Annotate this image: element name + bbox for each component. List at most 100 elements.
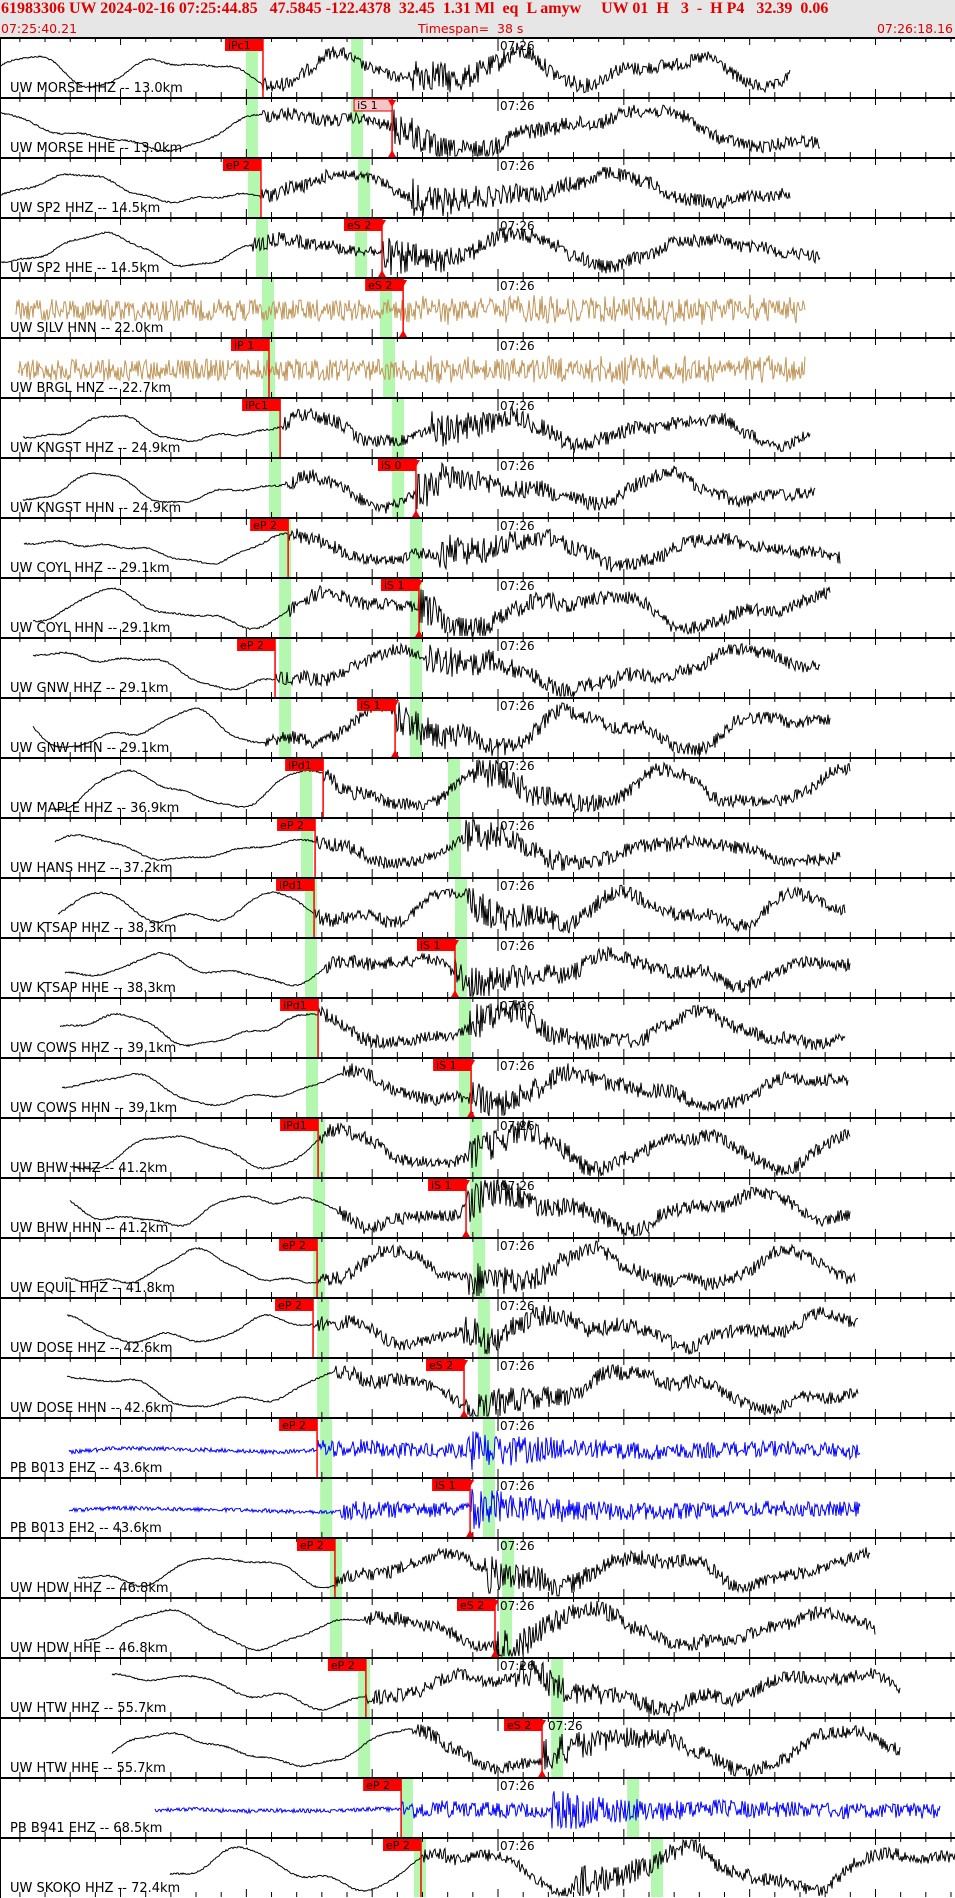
pick-flag — [363, 1779, 402, 1791]
trace-row[interactable]: 07:26 eP 2 UW SKOKO HHZ -- 72.4km — [0, 1837, 955, 1898]
minute-label: 07:26 — [500, 519, 535, 533]
trace-row[interactable]: 07:26 eP 2 UW GNW HHZ -- 29.1km — [0, 637, 955, 697]
pick-triangle-icon — [388, 100, 397, 107]
pick-triangle-icon — [399, 280, 408, 287]
trace-row[interactable]: 07:26 iS 1 UW COYL HHN -- 29.1km — [0, 577, 955, 637]
pick-flag — [365, 279, 404, 291]
s-window-band — [409, 517, 422, 577]
minute-label: 07:26 — [500, 1059, 535, 1073]
minute-label: 07:26 — [500, 579, 535, 593]
trace-row[interactable]: 07:26 eP 2 UW EQUIL HHZ -- 41.8km — [0, 1237, 955, 1297]
trace-row[interactable]: 07:26 eS 2 UW DOSE HHN -- 42.6km — [0, 1357, 955, 1417]
p-window-band — [413, 1837, 426, 1897]
trace-row[interactable]: 07:26 iPd1 UW KTSAP HHZ -- 38.3km — [0, 877, 955, 937]
pick-label: eS 2 — [507, 1719, 531, 1732]
pick-triangle-icon — [466, 1530, 475, 1537]
trace-label: UW DOSE HHZ -- 42.6km — [10, 1341, 173, 1356]
trace-row[interactable]: 07:26 iPd1 UW MAPLE HHZ -- 36.9km — [0, 757, 955, 817]
trace-label: UW SILV HNN -- 22.0km — [10, 321, 163, 336]
pick-label: eS 2 — [460, 1599, 484, 1612]
waveform-trace — [22, 404, 811, 453]
pick-triangle-icon — [460, 1360, 469, 1367]
trace-row[interactable]: 07:26 iPc1 UW MORSE HHZ -- 13.0km — [0, 37, 955, 97]
pick-label: iP 1 — [234, 339, 254, 352]
minute-label: 07:26 — [500, 1659, 535, 1673]
s-window-band — [409, 697, 422, 757]
trace-label: UW COYL HHN -- 29.1km — [10, 621, 170, 636]
p-window-band — [279, 697, 292, 757]
trace-row[interactable]: 07:26 iS 1 UW MORSE HHE -- 13.0km — [0, 97, 955, 158]
trace-row[interactable]: 07:26 iS 1 PB B013 EH2 -- 43.6km — [0, 1477, 955, 1537]
p-window-band — [301, 817, 314, 877]
pick-flag — [280, 999, 319, 1011]
pick-flag — [432, 1479, 471, 1491]
trace-label: UW MAPLE HHZ -- 36.9km — [10, 801, 179, 816]
minute-label: 07:26 — [500, 1479, 535, 1493]
trace-row[interactable]: 07:26 iPc1 UW KNGST HHZ -- 24.9km — [0, 397, 955, 457]
trace-row[interactable]: 07:26 iS 1 UW KTSAP HHE -- 38.3km — [0, 937, 955, 997]
s-window-band — [502, 1537, 515, 1597]
trace-row[interactable]: 07:26 eP 2 PB B013 EHZ -- 43.6km — [0, 1417, 955, 1477]
trace-row[interactable]: 07:26 eP 2 UW DOSE HHZ -- 42.6km — [0, 1297, 955, 1357]
trace-row[interactable]: 07:26 iPd1 UW COWS HHZ -- 39.1km — [0, 997, 955, 1057]
trace-row[interactable]: 07:26 eS 2 UW SILV HNN -- 22.0km — [0, 277, 955, 337]
pick-flag — [426, 1359, 465, 1371]
pick-label: iPd1 — [283, 999, 307, 1012]
pick-label: iPd1 — [283, 1119, 307, 1132]
trace-row[interactable]: 07:26 iS 1 UW COWS HHN -- 39.1km — [0, 1057, 955, 1117]
waveform-trace — [68, 1488, 861, 1529]
trace-row[interactable]: 07:26 eP 2 UW SP2 HHZ -- 14.5km — [0, 157, 955, 217]
trace-row[interactable]: 07:26 iS 1 UW GNW HHN -- 29.1km — [0, 697, 955, 757]
trace-row[interactable]: 07:26 eP 2 UW HDW HHZ -- 46.8km — [0, 1537, 955, 1597]
waveform-trace — [0, 104, 821, 158]
pick-label: eP 2 — [282, 1419, 306, 1432]
pick-flag — [433, 1059, 472, 1071]
pick-flag — [250, 519, 289, 531]
waveform-trace — [0, 166, 791, 217]
pick-label: eP 2 — [278, 1299, 302, 1312]
pick-flag — [416, 939, 455, 951]
minute-label: 07:26 — [500, 279, 535, 293]
p-window-band — [317, 1357, 330, 1417]
trace-label: UW GNW HHZ -- 29.1km — [10, 681, 169, 696]
seismogram-panel[interactable]: 07:26 iPc1 UW MORSE HHZ -- 13.0km 07:26 iS 1… — [0, 37, 955, 1898]
trace-row[interactable]: 07:26 eS 2 UW HDW HHE -- 46.8km — [0, 1597, 955, 1658]
pick-label: eP 2 — [240, 639, 264, 652]
p-window-band — [247, 157, 260, 217]
p-window-band — [269, 457, 282, 517]
p-window-band — [279, 637, 292, 697]
waveform-trace — [169, 1838, 955, 1898]
s-window-band — [383, 337, 396, 397]
pick-triangle-icon — [414, 630, 423, 637]
pick-label: iS 1 — [384, 579, 405, 592]
trace-label: UW SKOKO HHZ -- 72.4km — [10, 1881, 180, 1896]
trace-row[interactable]: 07:26 eP 2 UW HTW HHZ -- 55.7km — [0, 1657, 955, 1717]
waveform-trace — [32, 584, 831, 637]
trace-label: UW KTSAP HHE -- 38.3km — [10, 981, 176, 996]
p-window-band — [262, 277, 275, 337]
trace-row[interactable]: 07:26 eS 2 UW HTW HHE -- 55.7km — [0, 1717, 955, 1777]
p-window-band — [245, 37, 258, 97]
trace-label: UW DOSE HHN -- 42.6km — [10, 1401, 173, 1416]
trace-row[interactable]: 07:26 iS 1 UW BHW HHN -- 41.2km — [0, 1177, 955, 1238]
trace-label: UW HTW HHE -- 55.7km — [10, 1761, 166, 1776]
waveform-trace — [32, 702, 831, 756]
trace-row[interactable]: 07:26 iPd1 UW BHW HHZ -- 41.2km — [0, 1117, 955, 1177]
waveform-trace — [32, 642, 821, 697]
p-window-band — [279, 577, 292, 637]
trace-row[interactable]: 07:26 iS 0 UW KNGST HHN -- 24.9km — [0, 457, 955, 517]
trace-row[interactable]: 07:26 eP 2 UW COYL HHZ -- 29.1km — [0, 517, 955, 577]
trace-label: UW HANS HHZ -- 37.2km — [10, 861, 173, 876]
p-window-band — [305, 937, 318, 997]
trace-row[interactable]: 07:26 eP 2 PB B941 EHZ -- 68.5km — [0, 1777, 955, 1837]
trace-row[interactable]: 07:26 iP 1 UW BRGL HNZ -- 22.7km — [0, 337, 955, 397]
start-time: 07:25:40.21 — [1, 21, 78, 36]
trace-row[interactable]: 07:26 eS 2 UW SP2 HHE -- 14.5km — [0, 217, 955, 277]
pick-label: iS 1 — [420, 939, 441, 952]
minute-label: 07:26 — [500, 819, 535, 833]
pick-flag — [237, 639, 276, 651]
timespan: Timespan= 38 s — [418, 21, 524, 36]
minute-label: 07:26 — [500, 1419, 535, 1433]
waveform-trace — [54, 819, 841, 872]
trace-row[interactable]: 07:26 eP 2 UW HANS HHZ -- 37.2km — [0, 817, 955, 877]
